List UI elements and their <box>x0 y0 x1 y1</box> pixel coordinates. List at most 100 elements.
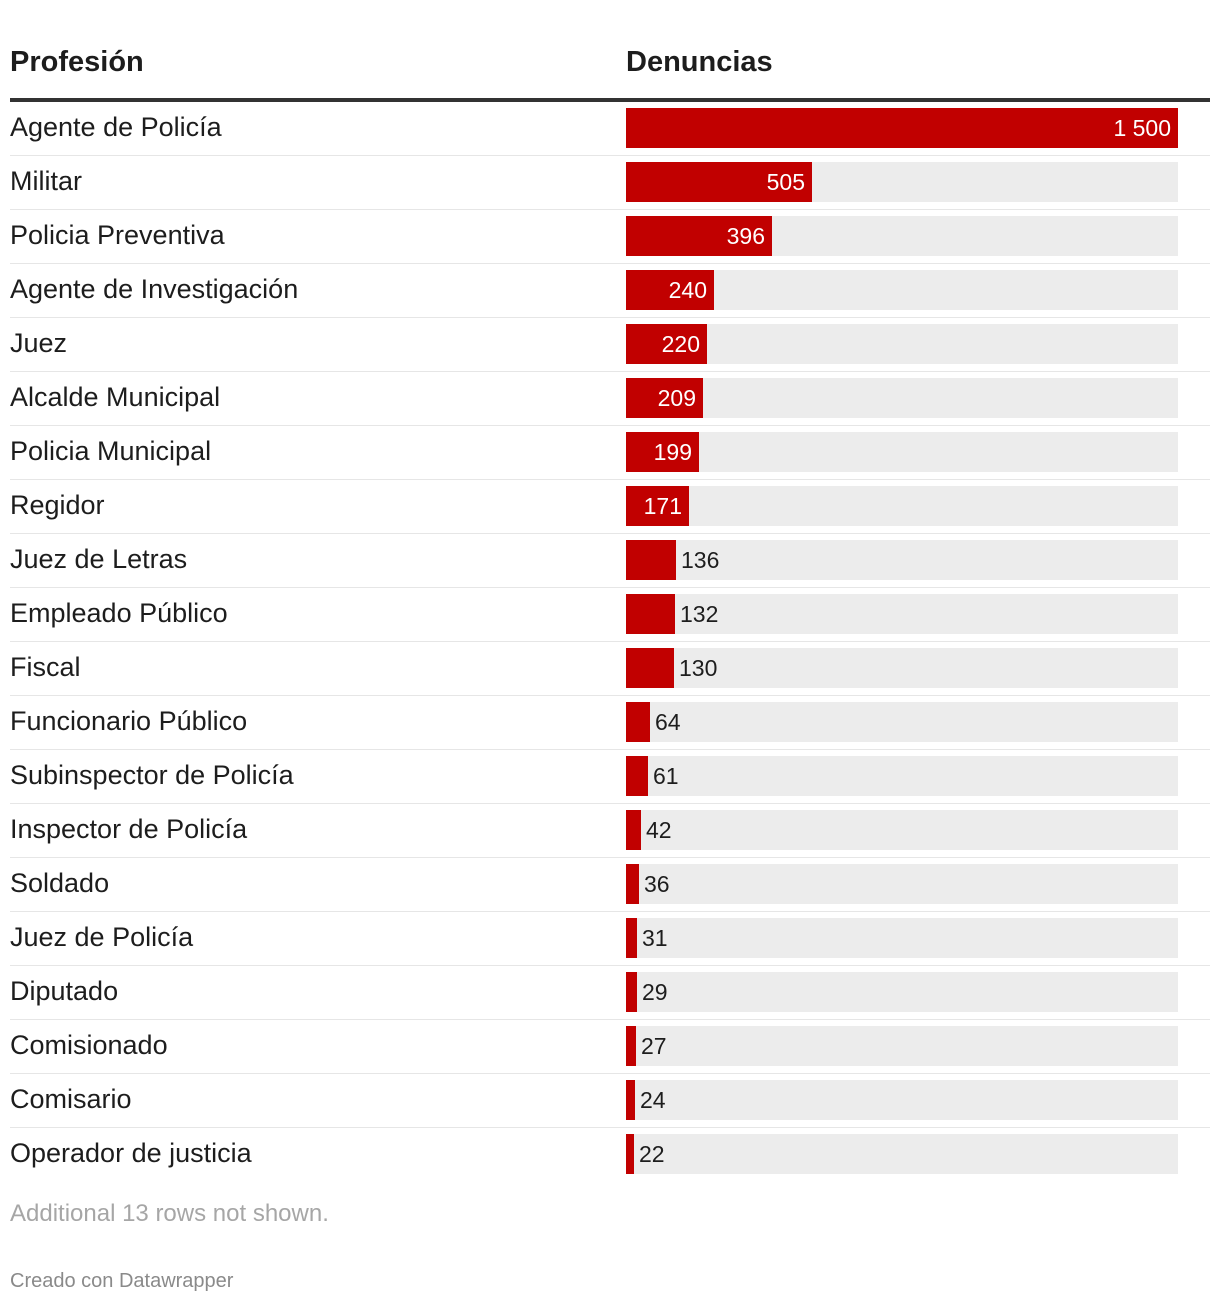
value-label: 36 <box>644 871 670 897</box>
bar <box>626 810 641 850</box>
table-row: Comisionado 27 <box>10 1020 1210 1074</box>
row-label: Operador de justicia <box>10 1138 252 1168</box>
bar <box>626 378 703 418</box>
bar-track: 396 <box>626 216 1178 256</box>
value-label: 240 <box>668 277 707 303</box>
bar-track: 27 <box>626 1026 1178 1066</box>
table-row: Inspector de Policía 42 <box>10 804 1210 858</box>
header-complaints[interactable]: Denuncias <box>626 46 773 78</box>
bar-track: 24 <box>626 1080 1178 1120</box>
bar <box>626 270 714 310</box>
bar-track: 171 <box>626 486 1178 526</box>
row-label: Juez de Letras <box>10 544 188 574</box>
value-label: 27 <box>641 1033 667 1059</box>
value-label: 22 <box>639 1141 665 1167</box>
bar-track: 199 <box>626 432 1178 472</box>
table-row: Fiscal 130 <box>10 642 1210 696</box>
table-row: Subinspector de Policía 61 <box>10 750 1210 804</box>
row-label: Agente de Policía <box>10 112 222 142</box>
bar-track: 130 <box>626 648 1178 688</box>
value-label: 136 <box>681 547 720 573</box>
row-label: Diputado <box>10 976 119 1006</box>
rows-not-shown-note: Additional 13 rows not shown. <box>10 1200 329 1227</box>
bar <box>626 540 676 580</box>
value-label: 132 <box>680 601 719 627</box>
table-header: Profesión Denuncias <box>10 0 1210 102</box>
value-label: 42 <box>646 817 672 843</box>
bar-track: 132 <box>626 594 1178 634</box>
row-label: Juez de Policía <box>10 922 194 952</box>
bar-track: 61 <box>626 756 1178 796</box>
bar <box>626 864 639 904</box>
bar <box>626 1134 634 1174</box>
value-label: 220 <box>661 331 700 357</box>
bar-track: 1 500 <box>626 108 1178 148</box>
table-row: Agente de Policía 1 500 <box>10 102 1210 156</box>
table-row: Operador de justicia 22 <box>10 1128 1210 1181</box>
table-row: Alcalde Municipal 209 <box>10 372 1210 426</box>
bar <box>626 162 812 202</box>
bar <box>626 594 675 634</box>
bar <box>626 324 707 364</box>
value-label: 31 <box>642 925 668 951</box>
bar-track: 42 <box>626 810 1178 850</box>
bar-track: 36 <box>626 864 1178 904</box>
datawrapper-credit[interactable]: Creado con Datawrapper <box>10 1270 234 1292</box>
table-row: Agente de Investigación 240 <box>10 264 1210 318</box>
bar <box>626 108 1178 148</box>
table-row: Juez 220 <box>10 318 1210 372</box>
bar-track: 240 <box>626 270 1178 310</box>
value-label: 1 500 <box>1113 115 1171 141</box>
table-row: Juez de Policía 31 <box>10 912 1210 966</box>
row-label: Agente de Investigación <box>10 274 299 304</box>
value-label: 171 <box>643 493 682 519</box>
bar <box>626 756 648 796</box>
value-label: 24 <box>640 1087 666 1113</box>
table-row: Policia Municipal 199 <box>10 426 1210 480</box>
row-label: Juez <box>10 328 68 358</box>
bar-track: 22 <box>626 1134 1178 1174</box>
bar <box>626 486 689 526</box>
bar <box>626 216 772 256</box>
row-label: Policia Preventiva <box>10 220 225 250</box>
row-label: Subinspector de Policía <box>10 760 294 790</box>
bar <box>626 432 699 472</box>
table-row: Soldado 36 <box>10 858 1210 912</box>
bar <box>626 1026 636 1066</box>
table-row: Comisario 24 <box>10 1074 1210 1128</box>
row-label: Policia Municipal <box>10 436 212 466</box>
bar <box>626 918 637 958</box>
table-body: Agente de Policía 1 500 Militar 505 Policia … <box>10 102 1210 1181</box>
bar-track: 505 <box>626 162 1178 202</box>
row-label: Regidor <box>10 490 105 520</box>
table-row: Policia Preventiva 396 <box>10 210 1210 264</box>
value-label: 505 <box>766 169 805 195</box>
bar-table: Profesión Denuncias Agente de Policía 1 5… <box>10 0 1210 1181</box>
row-label: Empleado Público <box>10 598 228 628</box>
row-label: Funcionario Público <box>10 706 248 736</box>
table-row: Militar 505 <box>10 156 1210 210</box>
row-label: Comisionado <box>10 1030 168 1060</box>
row-label: Soldado <box>10 868 110 898</box>
bar-track: 64 <box>626 702 1178 742</box>
header-profession[interactable]: Profesión <box>10 46 144 78</box>
bar <box>626 702 650 742</box>
bar <box>626 1080 635 1120</box>
bar <box>626 648 674 688</box>
bar <box>626 972 637 1012</box>
row-label: Militar <box>10 166 82 196</box>
value-label: 396 <box>726 223 765 249</box>
row-label: Fiscal <box>10 652 81 682</box>
row-label: Comisario <box>10 1084 132 1114</box>
table-row: Empleado Público 132 <box>10 588 1210 642</box>
value-label: 209 <box>657 385 696 411</box>
value-label: 29 <box>642 979 668 1005</box>
value-label: 130 <box>679 655 718 681</box>
table-row: Diputado 29 <box>10 966 1210 1020</box>
row-label: Inspector de Policía <box>10 814 248 844</box>
table-row: Regidor 171 <box>10 480 1210 534</box>
row-label: Alcalde Municipal <box>10 382 221 412</box>
table-row: Juez de Letras 136 <box>10 534 1210 588</box>
table-row: Funcionario Público 64 <box>10 696 1210 750</box>
bar-track: 29 <box>626 972 1178 1012</box>
